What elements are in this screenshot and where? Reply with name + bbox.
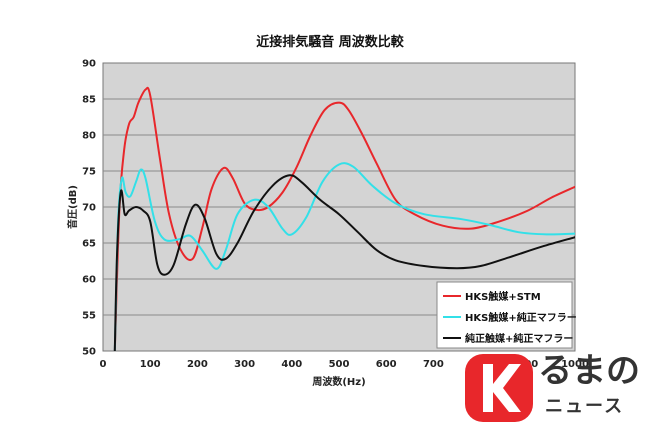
watermark-text-line1: るまの	[538, 351, 640, 391]
legend-label-hks-stock-muffler: HKS触媒+純正マフラー	[465, 311, 577, 324]
y-tick-label: 80	[82, 131, 96, 142]
x-tick-label: 500	[329, 359, 350, 370]
y-tick-label: 50	[82, 347, 96, 358]
y-tick-label: 60	[82, 275, 96, 286]
series-layer	[113, 86, 575, 351]
y-tick-label: 75	[82, 167, 96, 178]
kurumanonews-watermark: るまの ニュース	[465, 351, 640, 422]
x-tick-label: 300	[234, 359, 255, 370]
x-tick-label: 700	[423, 359, 444, 370]
kuruma-k-badge-icon	[465, 354, 533, 422]
y-tick-label: 90	[82, 59, 96, 70]
chart-title: 近接排気騒音 周波数比較	[256, 34, 405, 50]
series-line-hks-stock-muffler	[113, 162, 575, 351]
y-tick-label: 65	[82, 239, 96, 250]
legend-label-hks-stm: HKS触媒+STM	[465, 290, 541, 303]
x-tick-label: 100	[140, 359, 161, 370]
x-tick-label: 0	[100, 359, 107, 370]
x-tick-label: 1000	[561, 359, 589, 370]
x-tick-label: 200	[187, 359, 208, 370]
legend-label-stock-stock-muffler: 純正触媒+純正マフラー	[465, 332, 573, 345]
y-axis-label: 音圧(dB)	[66, 185, 79, 229]
y-tick-label: 55	[82, 311, 96, 322]
x-tick-label: 600	[376, 359, 397, 370]
watermark-text-line2: ニュース	[545, 396, 624, 417]
series-line-stock-stock-muffler	[113, 174, 575, 351]
y-tick-label: 85	[82, 95, 96, 106]
y-tick-label: 70	[82, 203, 96, 214]
x-tick-label: 400	[281, 359, 302, 370]
x-axis-label: 周波数(Hz)	[312, 375, 365, 388]
y-tick-labels: 50 55 60 65 70 75 80 85 90	[82, 59, 96, 358]
